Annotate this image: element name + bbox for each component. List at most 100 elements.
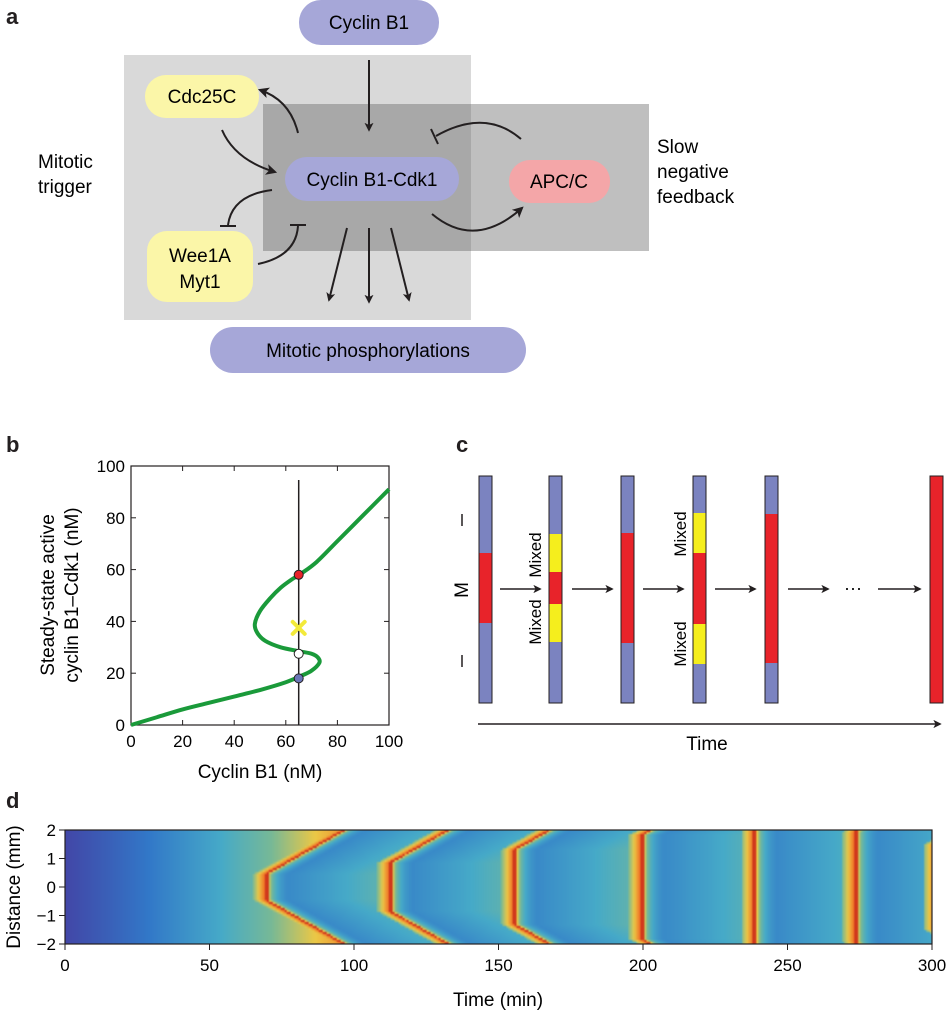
apc-inhibition-line: [435, 121, 522, 140]
mixed-label-2-bottom: Mixed: [526, 599, 545, 644]
y-tick-label: −2: [37, 935, 56, 954]
y-tick-label: 0: [116, 716, 125, 735]
feedback-line2: negative: [657, 162, 729, 183]
bifurcation-y-label-line1: Steady-state active: [38, 514, 59, 676]
heatmap-y-label: Distance (mm): [4, 825, 25, 949]
bar-5: [764, 475, 779, 704]
y-tick-label: −1: [37, 907, 56, 926]
panel-c-arrows: [478, 584, 942, 729]
bar-1-interphase-bottom: [479, 623, 492, 703]
x-tick-label: 150: [484, 956, 512, 975]
y-tick-label: 2: [47, 821, 56, 840]
panel-b-label: b: [6, 432, 20, 457]
cross-stroke-2: [290, 619, 307, 636]
steady-state-curve: [130, 487, 391, 727]
steady-state-point: [293, 648, 304, 659]
myt1-label: Myt1: [179, 272, 220, 293]
wave-heatmap: [65, 830, 932, 944]
bar-5-interphase-bottom: [765, 663, 778, 703]
panel-d-label: d: [6, 788, 20, 813]
bar-3: [620, 475, 635, 704]
panel-c-diagram: M Mixed Mixed Mixed Mixed ··· Time: [452, 475, 944, 755]
bar-1-mitosis: [479, 553, 492, 623]
y-tick-label: 100: [97, 457, 125, 476]
wave-heatmap-image: [65, 830, 932, 944]
wee1-inhibition-line: [257, 225, 299, 265]
bar-3-interphase-bottom: [621, 643, 634, 703]
inhibition-wee1-line: [227, 189, 273, 226]
x-tick-label: 0: [126, 732, 135, 751]
steady-state-point: [293, 569, 304, 580]
phosphorylation-arrow-right: [390, 227, 412, 302]
unstable-cross-marker: [290, 619, 307, 636]
x-tick-label: 80: [328, 732, 347, 751]
mitotic-trigger-line2: trigger: [38, 177, 93, 198]
bar-2-interphase-top: [549, 476, 562, 534]
bar-2: [548, 475, 563, 704]
mitotic-phosphorylations-node: [210, 327, 526, 373]
bifurcation-plot-frame: [130, 465, 390, 726]
cdc25c-node: [145, 75, 259, 118]
ellipsis: ···: [844, 578, 862, 598]
bar-1: [478, 475, 493, 704]
bar-5-mitosis: [765, 514, 778, 663]
bar-4-interphase-top: [693, 476, 706, 513]
wee1a-myt1-node: [147, 231, 253, 302]
bar-4-mixed-bottom: [693, 624, 706, 664]
y-tick-label: 0: [47, 878, 56, 897]
cdc25c-activation-arrow: [221, 129, 278, 175]
y-tick-label: 40: [106, 612, 125, 631]
m-label: M: [452, 582, 473, 598]
activation-cdc25c-arrow: [257, 87, 299, 134]
bar-4-interphase-bottom: [693, 664, 706, 703]
panel-c-label: c: [456, 432, 469, 457]
cyclin-b1-label: Cyclin B1: [329, 13, 409, 34]
bar-2-interphase-bottom: [549, 642, 562, 703]
bar-4-mitosis: [693, 553, 706, 624]
y-tick-label: 1: [47, 850, 56, 869]
bifurcation-tick-labels: 0 20 40 60 80 100 0 20 40 60 80 100: [97, 457, 404, 751]
apc-c-node: [509, 160, 610, 203]
x-tick-label: 300: [918, 956, 946, 975]
apc-c-label: APC/C: [530, 172, 588, 193]
heatmap-tick-labels: 0 50 100 150 200 250 300 2 1 0 −1 −2: [37, 821, 946, 975]
bar-6-mitosis: [929, 475, 944, 704]
x-tick-label: 0: [60, 956, 69, 975]
x-tick-label: 60: [276, 732, 295, 751]
bar-6: [929, 475, 944, 704]
cdc25c-label: Cdc25C: [168, 87, 237, 108]
bifurcation-ticks: [130, 465, 390, 726]
mixed-label-4-top: Mixed: [671, 511, 690, 556]
bifurcation-y-label-line2: cyclin B1–Cdk1 (nM): [62, 507, 83, 682]
y-tick-label: 80: [106, 509, 125, 528]
bar-3-outline: [620, 475, 635, 704]
bar-4-outline: [692, 475, 707, 704]
x-tick-label: 250: [773, 956, 801, 975]
heatmap-x-label: Time (min): [453, 990, 543, 1011]
panel-d-chart: 0 50 100 150 200 250 300 2 1 0 −1 −2 Time (min) Dis…: [4, 821, 946, 1011]
cyclin-b1-node: [299, 0, 439, 45]
bar-2-mixed-top: [549, 534, 562, 572]
bar-2-mitosis: [549, 572, 562, 604]
phosphorylation-arrow-left: [326, 227, 348, 302]
panel-a-label: a: [6, 4, 19, 29]
mitotic-trigger-line1: Mitotic: [38, 152, 93, 173]
time-label: Time: [686, 734, 728, 755]
bar-5-outline: [764, 475, 779, 704]
cyclin-b1-cdk1-label: Cyclin B1-Cdk1: [307, 170, 438, 191]
apc-activation-arrow: [431, 206, 524, 232]
mitotic-phosphorylations-label: Mitotic phosphorylations: [266, 341, 470, 362]
panel-a-arrows: [220, 60, 524, 304]
cyclin-b1-cdk1-node: [285, 157, 459, 201]
y-tick-label: 60: [106, 561, 125, 580]
apc-inhibition-bar: [430, 128, 439, 145]
x-tick-label: 100: [340, 956, 368, 975]
x-tick-label: 50: [200, 956, 219, 975]
wee1a-label: Wee1A: [169, 246, 231, 267]
mixed-label-4-bottom: Mixed: [671, 621, 690, 666]
bar-2-outline: [548, 475, 563, 704]
steady-state-point: [293, 673, 304, 684]
y-tick-label: 20: [106, 664, 125, 683]
